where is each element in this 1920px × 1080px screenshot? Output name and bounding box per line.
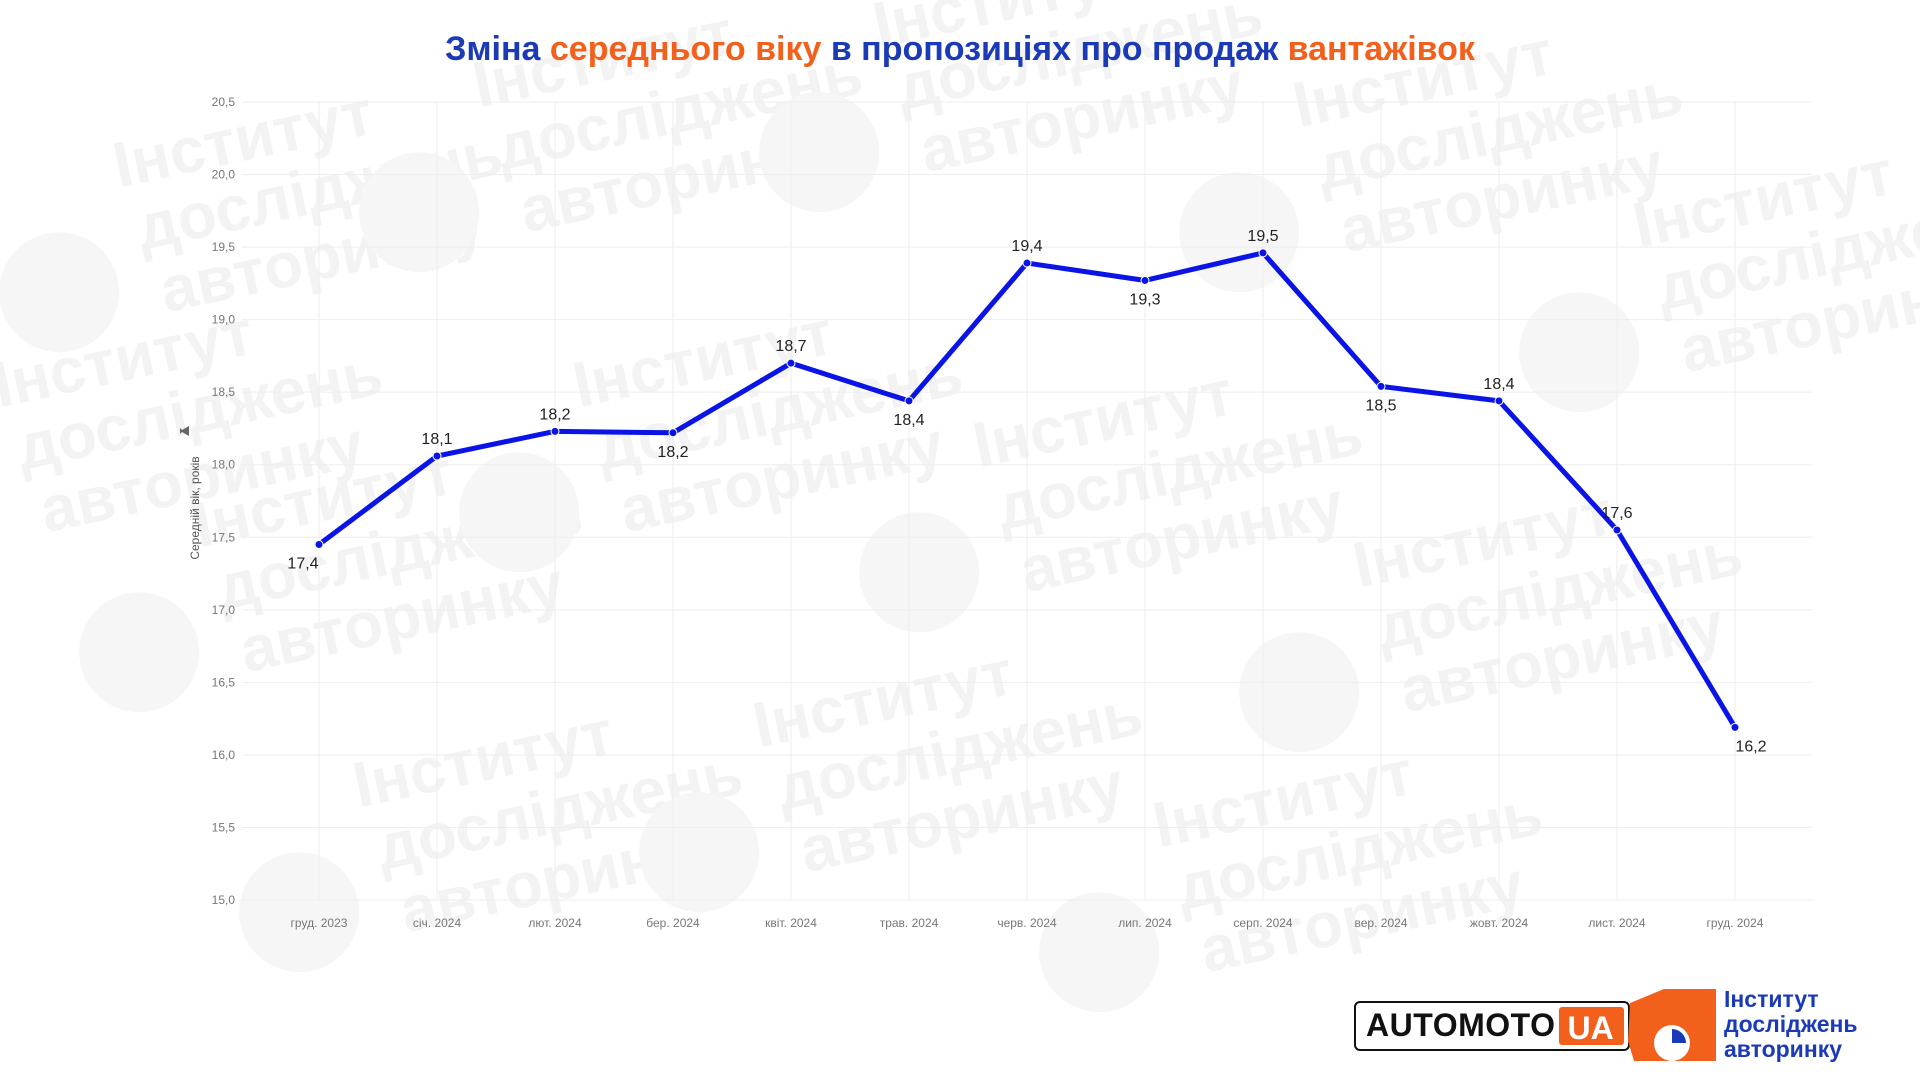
- x-tick-label: бер. 2024: [646, 916, 700, 930]
- x-tick-label: груд. 2023: [291, 916, 348, 930]
- data-label: 19,5: [1247, 228, 1278, 245]
- x-tick-label: жовт. 2024: [1470, 916, 1529, 930]
- data-label: 19,3: [1129, 291, 1160, 308]
- data-point[interactable]: [314, 540, 324, 550]
- y-tick-label: 19,0: [212, 313, 236, 327]
- data-point[interactable]: [904, 396, 914, 406]
- institute-logo-text: Інститут досліджень авторинку: [1724, 987, 1858, 1062]
- y-tick-label: 15,0: [212, 893, 236, 907]
- y-tick-label: 18,5: [212, 385, 236, 399]
- institute-logo-line: авторинку: [1724, 1036, 1843, 1062]
- y-tick-label: 19,5: [212, 240, 236, 254]
- data-point[interactable]: [1612, 525, 1622, 535]
- y-axis-ticks: 15,0 15,5 16,0 16,5 17,0 17,5 18,0 18,5 19,0 19,5…: [212, 95, 236, 907]
- data-label: 18,4: [893, 412, 924, 429]
- data-point[interactable]: [786, 358, 796, 368]
- x-tick-label: лип. 2024: [1118, 916, 1172, 930]
- data-point[interactable]: [1140, 275, 1150, 285]
- institute-logo-line: досліджень: [1724, 1011, 1858, 1037]
- y-tick-label: 18,0: [212, 458, 236, 472]
- data-label: 17,4: [287, 556, 318, 573]
- automoto-logo: AUTOMOTO UA: [1354, 1001, 1630, 1051]
- data-point[interactable]: [1494, 396, 1504, 406]
- x-tick-label: серп. 2024: [1233, 916, 1293, 930]
- data-label: 18,1: [421, 431, 452, 448]
- institute-logo: Інститут досліджень авторинку: [1624, 985, 1884, 1065]
- data-point[interactable]: [1376, 381, 1386, 391]
- chart-title-part: середнього віку: [549, 30, 822, 68]
- x-tick-label: груд. 2024: [1707, 916, 1764, 930]
- chart-title-part: вантажівок: [1287, 30, 1475, 68]
- data-point[interactable]: [1258, 248, 1268, 258]
- data-label: 18,4: [1483, 376, 1514, 393]
- x-tick-label: трав. 2024: [880, 916, 939, 930]
- data-point[interactable]: [550, 426, 560, 436]
- y-tick-label: 17,0: [212, 603, 236, 617]
- x-tick-label: лют. 2024: [528, 916, 582, 930]
- institute-logo-icon: [1628, 989, 1716, 1061]
- x-tick-label: січ. 2024: [413, 916, 462, 930]
- pin-icon[interactable]: [180, 426, 189, 436]
- x-axis-ticks: груд. 2023 січ. 2024 лют. 2024 бер. 2024 кві…: [291, 916, 1764, 930]
- y-axis-title: Середній вік, років: [188, 456, 202, 559]
- data-label: 18,7: [775, 338, 806, 355]
- data-label: 18,2: [539, 406, 570, 423]
- y-tick-label: 20,5: [212, 95, 236, 109]
- x-tick-label: лист. 2024: [1588, 916, 1646, 930]
- chart-title-part: в пропозиціях про продаж: [821, 30, 1288, 68]
- x-tick-label: вер. 2024: [1355, 916, 1408, 930]
- automoto-logo-text: AUTOMOTO: [1366, 1007, 1556, 1043]
- data-label: 18,2: [657, 444, 688, 461]
- y-tick-label: 17,5: [212, 530, 236, 544]
- chart-title: Зміна середнього віку в пропозиціях про …: [0, 30, 1920, 69]
- x-tick-label: черв. 2024: [997, 916, 1057, 930]
- data-label: 16,2: [1735, 738, 1766, 755]
- y-tick-label: 20,0: [212, 168, 236, 182]
- data-label: 18,5: [1365, 397, 1396, 414]
- data-point[interactable]: [1730, 722, 1740, 732]
- y-tick-label: 15,5: [212, 820, 236, 834]
- y-tick-label: 16,5: [212, 675, 236, 689]
- data-label: 19,4: [1011, 238, 1042, 255]
- chart-title-part: Зміна: [445, 30, 550, 68]
- grid-layer: [242, 101, 1812, 901]
- data-point[interactable]: [668, 428, 678, 438]
- y-tick-label: 16,0: [212, 748, 236, 762]
- automoto-logo-ua: UA: [1559, 1007, 1624, 1046]
- institute-logo-line: Інститут: [1724, 986, 1819, 1012]
- data-point[interactable]: [432, 451, 442, 461]
- data-label: 17,6: [1601, 505, 1632, 522]
- x-tick-label: квіт. 2024: [765, 916, 817, 930]
- data-point[interactable]: [1022, 258, 1032, 268]
